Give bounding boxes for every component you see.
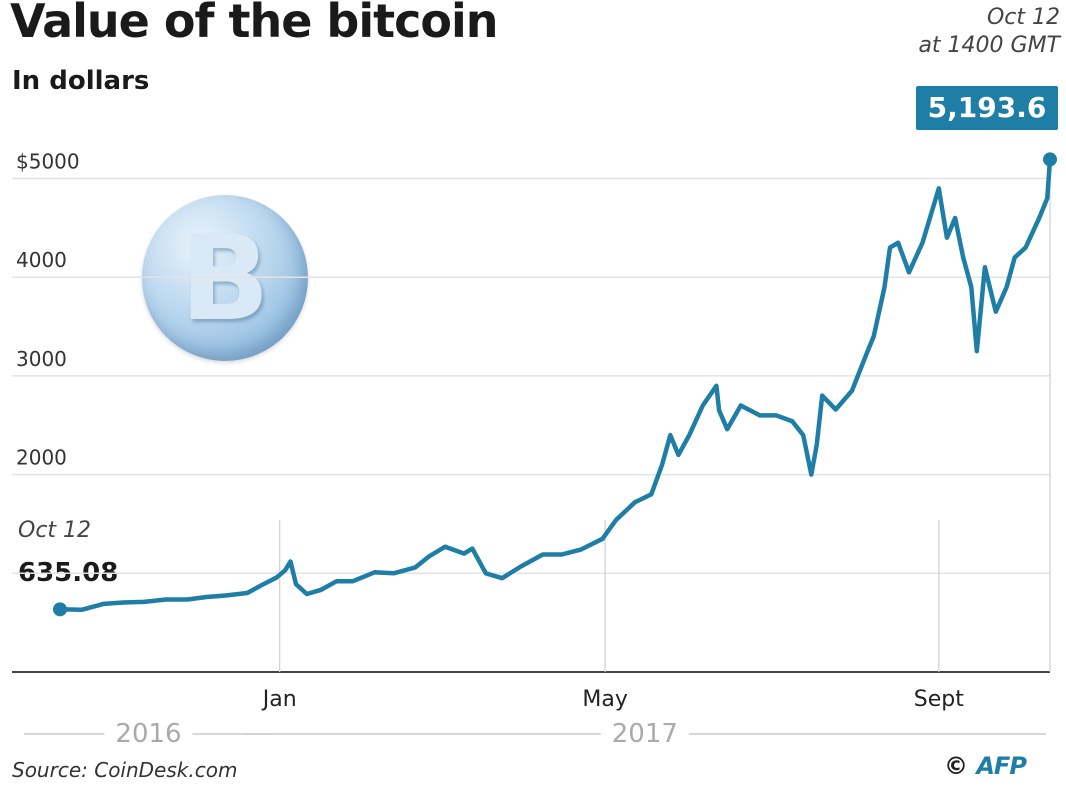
year-label: 2016 [115, 719, 181, 749]
end-point [1043, 152, 1057, 167]
y-tick-label: 4000 [16, 248, 67, 272]
end-value-badge: 5,193.6 [916, 86, 1058, 130]
end-time-label: at 1400 GMT [918, 33, 1060, 58]
y-tick-label: 2000 [16, 446, 67, 470]
y-tick-label: $5000 [16, 150, 80, 174]
source-note: Source: CoinDesk.com [12, 758, 238, 782]
chart-subtitle: In dollars [12, 66, 150, 96]
x-tick-label: Jan [261, 687, 297, 712]
end-annotation: Oct 12 at 1400 GMT [918, 4, 1060, 60]
afp-logo-text: AFP [976, 752, 1027, 780]
bitcoin-coin-icon: B [142, 195, 308, 361]
chart-title: Value of the bitcoin [10, 0, 499, 48]
x-tick-label: May [582, 687, 627, 712]
series-line [57, 157, 1053, 613]
start-date-label: Oct 12 [18, 518, 92, 543]
start-point [53, 602, 67, 617]
end-date-label: Oct 12 [986, 5, 1060, 30]
year-label: 2017 [612, 719, 678, 749]
afp-logo: © AFP [944, 752, 1027, 780]
y-tick-label: 3000 [16, 347, 67, 371]
x-tick-label: Sept [914, 687, 964, 712]
